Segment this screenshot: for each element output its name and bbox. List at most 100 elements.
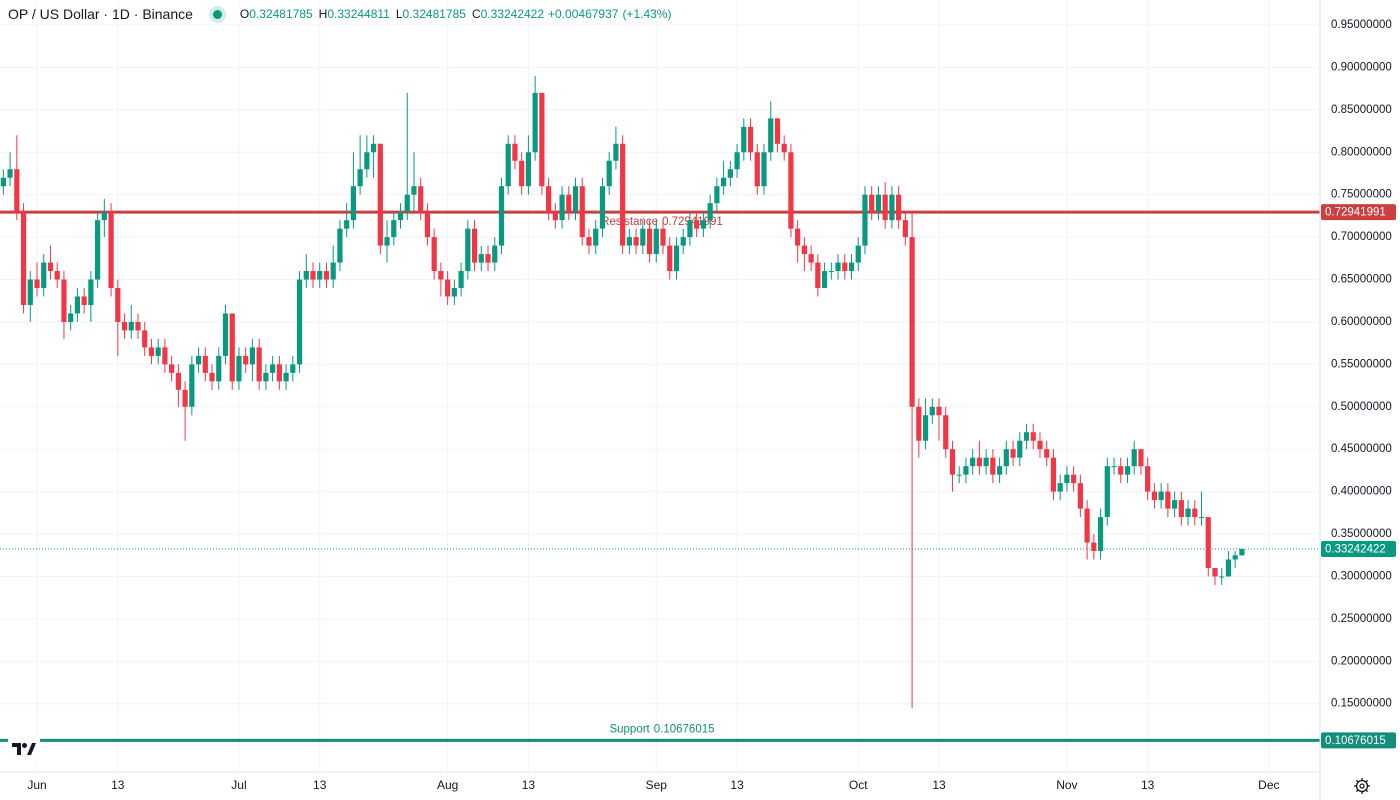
candle-body bbox=[1050, 457, 1057, 492]
candle-body bbox=[121, 321, 128, 331]
level-tag-box bbox=[1321, 732, 1396, 749]
candle-body bbox=[821, 271, 828, 289]
y-tick-label: 0.55000000 bbox=[1331, 358, 1392, 370]
candle-body bbox=[283, 372, 289, 382]
candle-body bbox=[1198, 517, 1205, 519]
candle-body bbox=[458, 271, 464, 289]
candle-body bbox=[357, 169, 363, 187]
candle-body bbox=[996, 466, 1003, 475]
candle-body bbox=[660, 228, 666, 246]
candle-body bbox=[963, 466, 969, 475]
candle-body bbox=[61, 279, 67, 322]
candle-body bbox=[599, 186, 606, 229]
candle-body bbox=[148, 347, 155, 356]
candle-body bbox=[418, 186, 424, 212]
x-tick-label: 13 bbox=[1141, 778, 1155, 792]
candle-body bbox=[1118, 466, 1124, 475]
candle-body bbox=[1064, 474, 1070, 484]
y-tick-label: 0.85000000 bbox=[1331, 104, 1392, 116]
y-tick-label: 0.70000000 bbox=[1331, 231, 1392, 243]
candle-body bbox=[1158, 491, 1164, 501]
candle-body bbox=[445, 279, 451, 297]
level-value: 0.10676015 bbox=[654, 723, 715, 735]
candle-body bbox=[169, 364, 175, 373]
candle-body bbox=[1071, 474, 1077, 484]
candle-body bbox=[243, 355, 249, 365]
candle-body bbox=[236, 355, 242, 382]
candle-body bbox=[976, 457, 982, 467]
candle-body bbox=[990, 457, 996, 475]
candle-body bbox=[667, 245, 673, 272]
ohlc-value: 0.32481785 bbox=[249, 7, 313, 21]
candle-body bbox=[391, 220, 397, 238]
candle-body bbox=[519, 160, 525, 187]
candle-body bbox=[916, 406, 922, 441]
y-tick-label: 0.75000000 bbox=[1331, 189, 1392, 201]
candle-body bbox=[344, 220, 350, 229]
candle-body bbox=[983, 457, 989, 467]
candle-body bbox=[7, 169, 13, 178]
candle-body bbox=[256, 347, 262, 382]
x-tick-label: Oct bbox=[849, 778, 868, 792]
candle-body bbox=[478, 254, 484, 263]
candle-body bbox=[1097, 517, 1104, 552]
candle-body bbox=[202, 355, 208, 373]
candle-body bbox=[694, 220, 700, 229]
symbol-title: OP / US Dollar · 1D · Binance bbox=[8, 6, 193, 22]
candle-body bbox=[0, 177, 6, 187]
candle-body bbox=[613, 143, 619, 161]
candle-body bbox=[263, 372, 269, 382]
candle-body bbox=[142, 330, 148, 348]
candle-body bbox=[397, 211, 404, 221]
legend: OP / US Dollar · 1D · Binance O0.3248178… bbox=[8, 6, 672, 22]
candle-body bbox=[1192, 508, 1198, 518]
candle-body bbox=[424, 211, 431, 238]
candle-body bbox=[626, 237, 632, 246]
candle-body bbox=[956, 474, 962, 476]
candle-body bbox=[498, 186, 505, 246]
candle-body bbox=[828, 271, 834, 273]
candle-body bbox=[1030, 432, 1036, 441]
candle-body bbox=[337, 228, 343, 263]
candle-body bbox=[808, 254, 814, 263]
candle-body bbox=[189, 364, 195, 407]
candle-body bbox=[646, 228, 653, 255]
candle-body bbox=[296, 279, 303, 365]
candle-body bbox=[451, 288, 457, 297]
candle-body bbox=[1205, 517, 1211, 568]
candle-body bbox=[949, 449, 956, 475]
candle-body bbox=[545, 186, 552, 212]
candle-body bbox=[687, 220, 693, 238]
candle-body bbox=[593, 228, 599, 246]
candle-body bbox=[875, 194, 882, 212]
ohlc-label: C bbox=[471, 7, 481, 21]
candle-body bbox=[1111, 466, 1117, 468]
settings-button[interactable] bbox=[1354, 778, 1370, 794]
candle-body bbox=[754, 152, 760, 187]
candle-body bbox=[384, 237, 390, 246]
candle-body bbox=[377, 143, 383, 246]
candle-body bbox=[1010, 449, 1016, 458]
candle-body bbox=[1165, 491, 1171, 509]
candle-body bbox=[270, 364, 276, 373]
candle-body bbox=[761, 152, 767, 187]
candle-body bbox=[162, 347, 168, 365]
candle-body bbox=[404, 194, 410, 212]
candle-body bbox=[68, 313, 74, 322]
candle-body bbox=[606, 160, 612, 187]
candle-body bbox=[896, 194, 902, 221]
candle-body bbox=[88, 279, 94, 305]
candle-body bbox=[707, 203, 713, 221]
y-tick-label: 0.40000000 bbox=[1331, 486, 1392, 498]
y-tick-label: 0.25000000 bbox=[1331, 613, 1392, 625]
candle-body bbox=[653, 228, 659, 255]
candle-body bbox=[1185, 508, 1191, 518]
candle-body bbox=[310, 271, 316, 280]
current-price-tag-box bbox=[1321, 540, 1396, 557]
candle-body bbox=[135, 321, 141, 331]
candle-body bbox=[970, 457, 976, 467]
candle-body bbox=[572, 186, 579, 212]
x-tick-label: Aug bbox=[437, 778, 458, 792]
level-tag-box bbox=[1321, 204, 1396, 221]
